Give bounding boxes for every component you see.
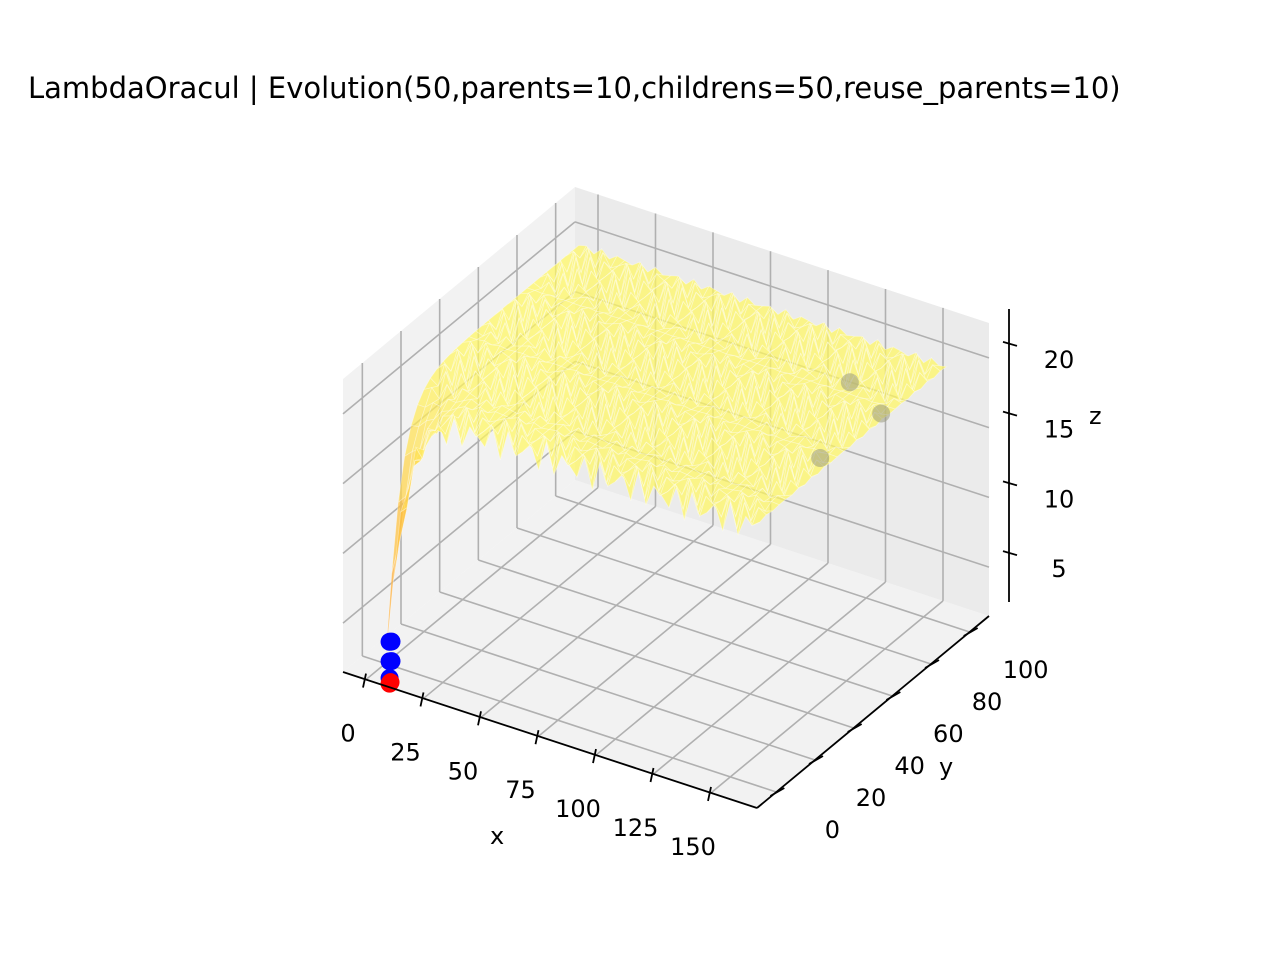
y-tick-mark xyxy=(847,723,863,733)
y-tick-mark xyxy=(808,755,824,765)
axis-lines xyxy=(342,309,1018,809)
x-axis-line xyxy=(342,671,758,809)
y-tick-label: 100 xyxy=(1003,656,1049,684)
far-point xyxy=(811,449,830,468)
y-tick-mark xyxy=(924,659,940,669)
x-tick-label: 25 xyxy=(390,738,421,766)
x-tick-mark xyxy=(649,767,655,783)
grid-floor-x xyxy=(480,524,714,718)
surface-plot xyxy=(384,244,948,664)
y-tick-mark xyxy=(769,787,785,797)
z-tick-mark xyxy=(1002,341,1018,347)
x-tick-mark xyxy=(592,748,597,764)
grid-floor-x xyxy=(422,505,657,700)
chart-title: LambdaOracul | Evolution(50,parents=10,c… xyxy=(28,71,1121,105)
grid-floor-y xyxy=(400,623,816,761)
x-tick-mark xyxy=(362,673,367,688)
floor-pane xyxy=(343,480,989,808)
population-point xyxy=(382,652,401,671)
grid-floor-x xyxy=(710,600,944,794)
x-tick-mark xyxy=(707,786,712,802)
grid-floor-y xyxy=(516,527,932,665)
surface-patch xyxy=(796,467,812,489)
grid-left-z xyxy=(342,221,576,415)
y-tick-label: 20 xyxy=(856,784,887,812)
y-tick-mark xyxy=(885,691,901,701)
grid-floor-y xyxy=(555,495,970,633)
y-axis-line xyxy=(756,615,990,809)
y-tick-mark xyxy=(963,627,979,637)
grid-floor-x xyxy=(652,581,887,775)
far-point xyxy=(872,404,891,423)
surface-patch xyxy=(835,446,851,452)
z-tick-label: 15 xyxy=(1044,416,1075,444)
x-tick-label: 50 xyxy=(448,757,479,785)
surface-patch xyxy=(899,383,915,402)
grid-floor-y xyxy=(478,559,893,697)
x-tick-label: 150 xyxy=(670,833,716,861)
z-tick-label: 20 xyxy=(1044,346,1075,374)
surface-patch xyxy=(931,364,948,372)
x-tick-label: 0 xyxy=(340,720,355,748)
z-tick-label: 5 xyxy=(1051,555,1066,583)
x-tick-mark xyxy=(534,730,540,745)
z-axis-label: z xyxy=(1089,402,1102,430)
surface-patch xyxy=(745,516,760,526)
x-tick-mark xyxy=(419,692,425,707)
x-tick-label: 100 xyxy=(555,795,601,823)
far-point xyxy=(840,373,859,392)
grid-floor-x xyxy=(365,486,599,681)
y-axis-label: y xyxy=(939,753,953,781)
scatter-points xyxy=(380,373,891,693)
y-tick-label: 0 xyxy=(825,816,840,844)
grid-floor-x xyxy=(595,562,829,756)
grid-back-z xyxy=(574,221,990,359)
grid-left-z xyxy=(342,430,576,624)
z-tick-mark xyxy=(1002,410,1018,417)
y-tick-label: 40 xyxy=(894,752,925,780)
grid-floor-x xyxy=(537,543,772,737)
z-tick-label: 10 xyxy=(1044,485,1075,513)
grid-floor-y xyxy=(439,591,854,729)
y-tick-label: 60 xyxy=(933,720,964,748)
z-tick-mark xyxy=(1002,550,1018,557)
x-tick-mark xyxy=(477,711,482,726)
surface-patch xyxy=(770,495,787,506)
population-point xyxy=(382,632,401,651)
z-tick-mark xyxy=(1002,480,1018,487)
y-tick-label: 80 xyxy=(972,688,1003,716)
x-tick-label: 125 xyxy=(613,814,659,842)
x-axis-label: x xyxy=(490,822,504,850)
grid-floor-y xyxy=(362,655,777,793)
x-tick-label: 75 xyxy=(505,776,536,804)
